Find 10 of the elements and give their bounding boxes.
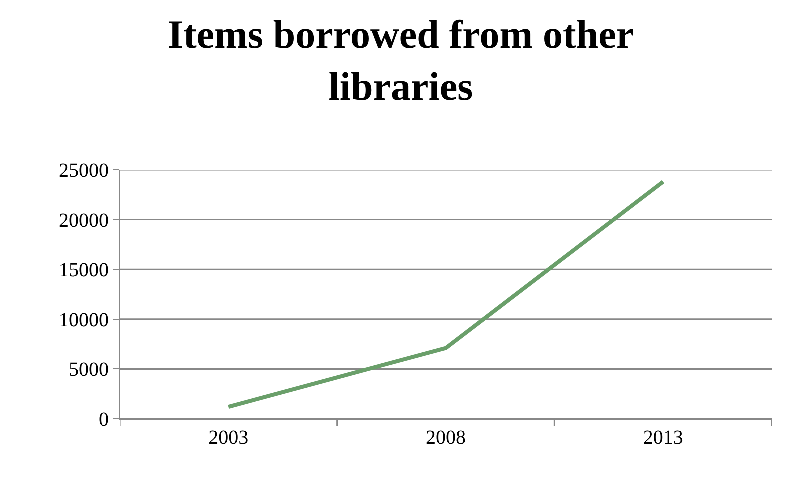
x-tick-label: 2008 bbox=[426, 427, 466, 449]
chart-title: Items borrowed from other libraries bbox=[168, 12, 634, 109]
y-tick-label: 15000 bbox=[59, 260, 109, 282]
y-tick-label: 20000 bbox=[59, 210, 109, 232]
y-tick-label: 10000 bbox=[59, 309, 109, 332]
x-tick-label: 2003 bbox=[208, 427, 249, 449]
y-tick-label: 25000 bbox=[59, 160, 109, 182]
y-tick-label: 5000 bbox=[69, 359, 109, 382]
x-tick-label: 2013 bbox=[643, 427, 684, 449]
y-tick-label: 0 bbox=[99, 409, 109, 431]
